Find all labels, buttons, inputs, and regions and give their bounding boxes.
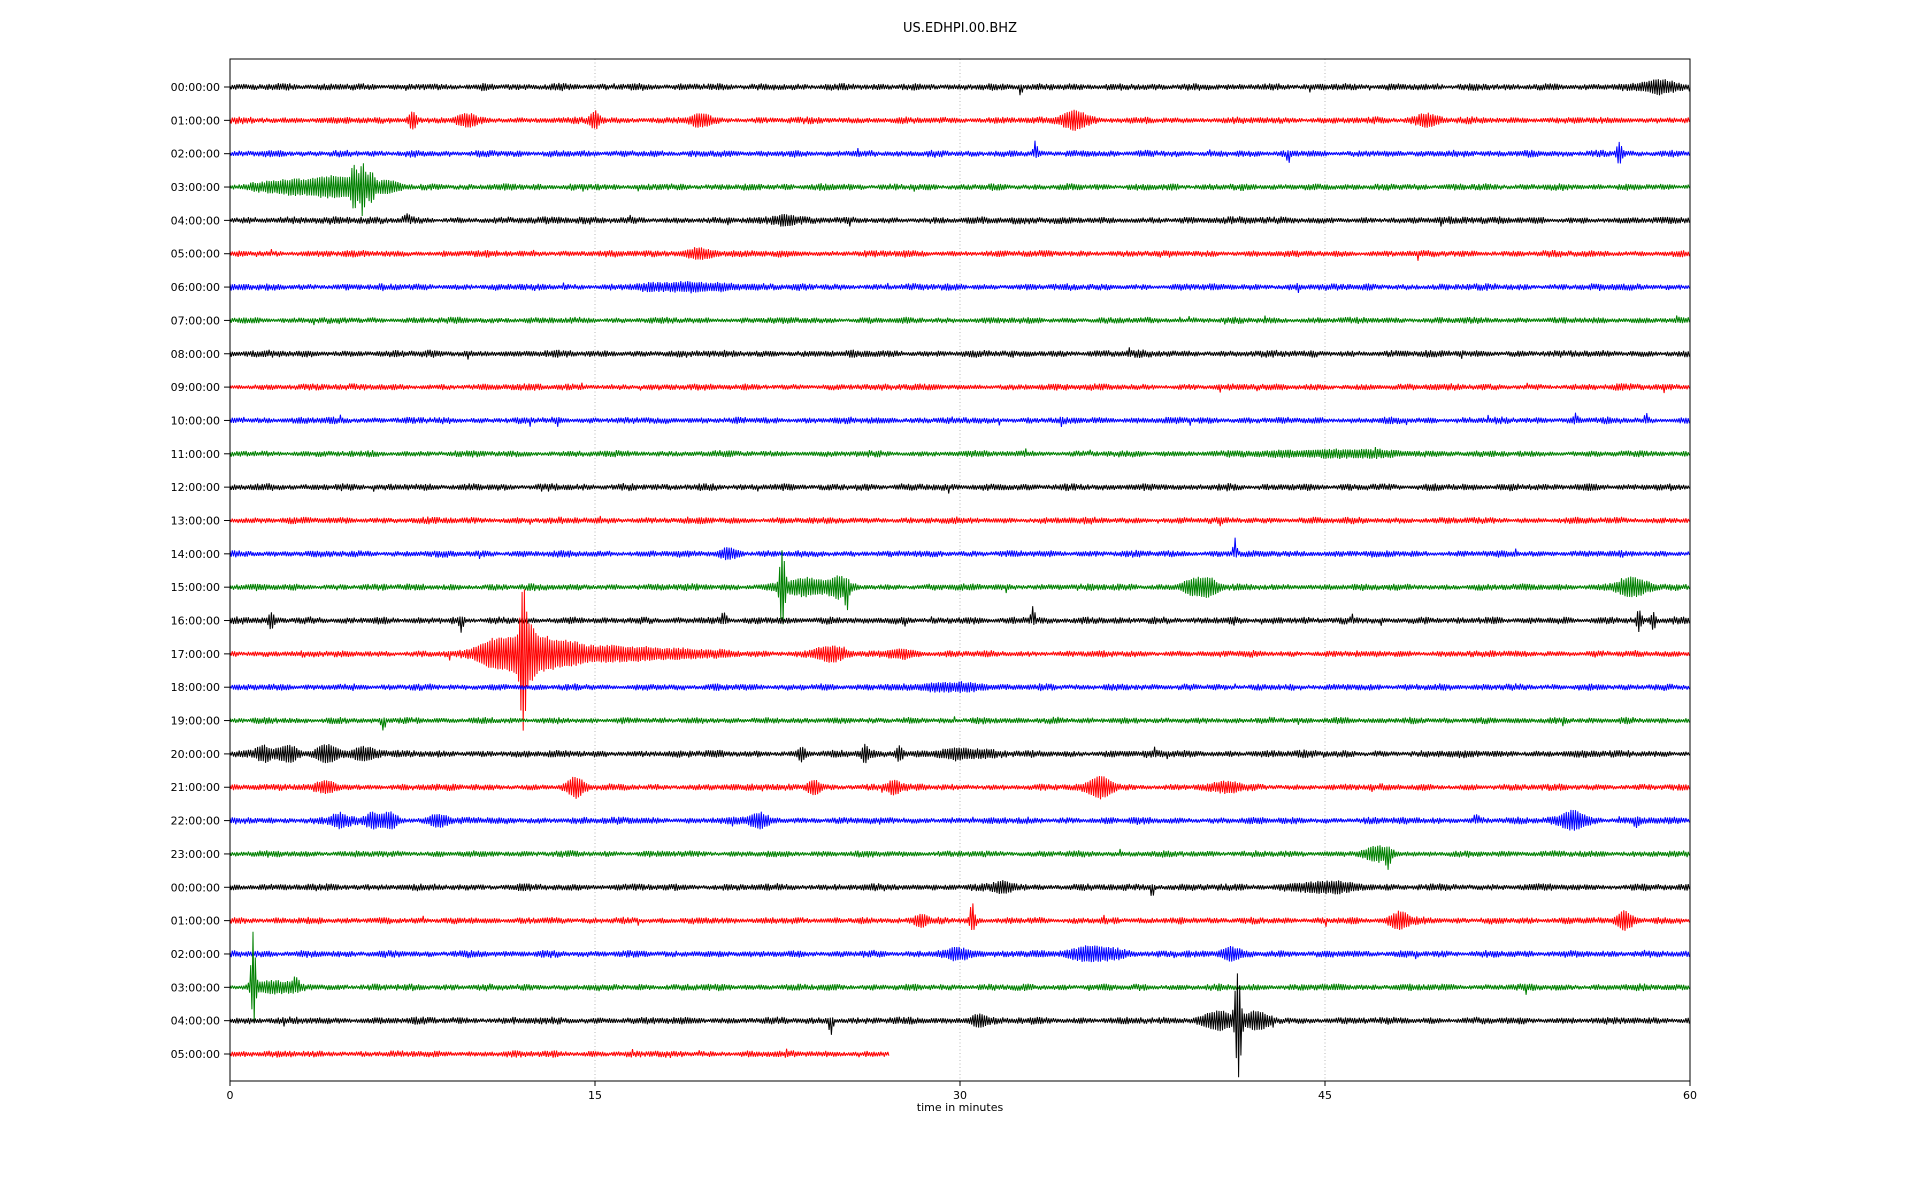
seismogram-trace (229, 880, 1690, 896)
seismogram-trace (229, 213, 1690, 227)
seismogram-trace (229, 79, 1690, 96)
seismogram-trace (229, 280, 1690, 294)
seismogram-trace (229, 550, 1690, 625)
row-label: 13:00:00 (171, 514, 220, 527)
seismogram-trace (229, 446, 1690, 459)
row-label: 04:00:00 (171, 1015, 220, 1028)
row-label: 23:00:00 (171, 848, 220, 861)
row-label: 04:00:00 (171, 214, 220, 227)
row-label: 05:00:00 (171, 1048, 220, 1061)
row-label: 15:00:00 (171, 581, 220, 594)
row-label: 19:00:00 (171, 715, 220, 728)
row-label: 00:00:00 (171, 81, 220, 94)
seismogram-trace (229, 681, 1690, 693)
seismogram-trace (229, 589, 1690, 731)
row-label: 05:00:00 (171, 248, 220, 261)
seismogram-trace (229, 163, 1690, 217)
row-label: 06:00:00 (171, 281, 220, 294)
row-label: 02:00:00 (171, 948, 220, 961)
seismogram-trace (229, 743, 1690, 764)
row-label: 07:00:00 (171, 314, 220, 327)
x-tick-label: 45 (1318, 1089, 1332, 1102)
row-label: 20:00:00 (171, 748, 220, 761)
row-label: 10:00:00 (171, 414, 220, 427)
seismogram-trace (229, 973, 1690, 1078)
seismogram-trace (229, 775, 1690, 800)
seismogram-trace (229, 347, 1690, 360)
x-axis-label: time in minutes (916, 1101, 1004, 1114)
seismogram-trace (229, 247, 1690, 261)
x-tick-label: 0 (227, 1089, 234, 1102)
seismogram-trace (229, 109, 1690, 131)
row-label: 16:00:00 (171, 615, 220, 628)
seismogram-trace (229, 845, 1690, 870)
row-label: 08:00:00 (171, 348, 220, 361)
row-label: 03:00:00 (171, 181, 220, 194)
seismogram-trace (229, 903, 1690, 931)
row-label: 01:00:00 (171, 114, 220, 127)
x-tick-label: 60 (1683, 1089, 1697, 1102)
seismogram-trace (229, 515, 1690, 527)
row-label: 18:00:00 (171, 681, 220, 694)
row-label: 01:00:00 (171, 915, 220, 928)
seismogram-trace (229, 716, 1690, 731)
chart-title: US.EDHPI.00.BHZ (903, 21, 1017, 36)
seismogram-trace (229, 315, 1690, 326)
x-tick-label: 30 (953, 1089, 967, 1102)
seismogram-trace (229, 412, 1690, 428)
row-label: 11:00:00 (171, 448, 220, 461)
seismogram-trace (229, 537, 1690, 561)
seismogram-trace (229, 809, 1690, 831)
trace-group (229, 79, 1690, 1078)
row-label: 03:00:00 (171, 981, 220, 994)
seismogram-trace (229, 931, 1690, 1023)
row-label: 21:00:00 (171, 781, 220, 794)
seismogram-trace (229, 1048, 890, 1058)
seismogram-trace (229, 945, 1690, 963)
row-label: 17:00:00 (171, 648, 220, 661)
x-tick-label: 15 (588, 1089, 602, 1102)
row-label: 02:00:00 (171, 148, 220, 161)
row-label: 09:00:00 (171, 381, 220, 394)
row-label: 00:00:00 (171, 881, 220, 894)
seismogram-trace (229, 382, 1690, 394)
seismogram-trace (229, 606, 1690, 633)
row-label: 22:00:00 (171, 815, 220, 828)
row-label: 12:00:00 (171, 481, 220, 494)
seismogram-trace (229, 140, 1690, 164)
seismogram-trace (229, 483, 1690, 494)
row-label: 14:00:00 (171, 548, 220, 561)
